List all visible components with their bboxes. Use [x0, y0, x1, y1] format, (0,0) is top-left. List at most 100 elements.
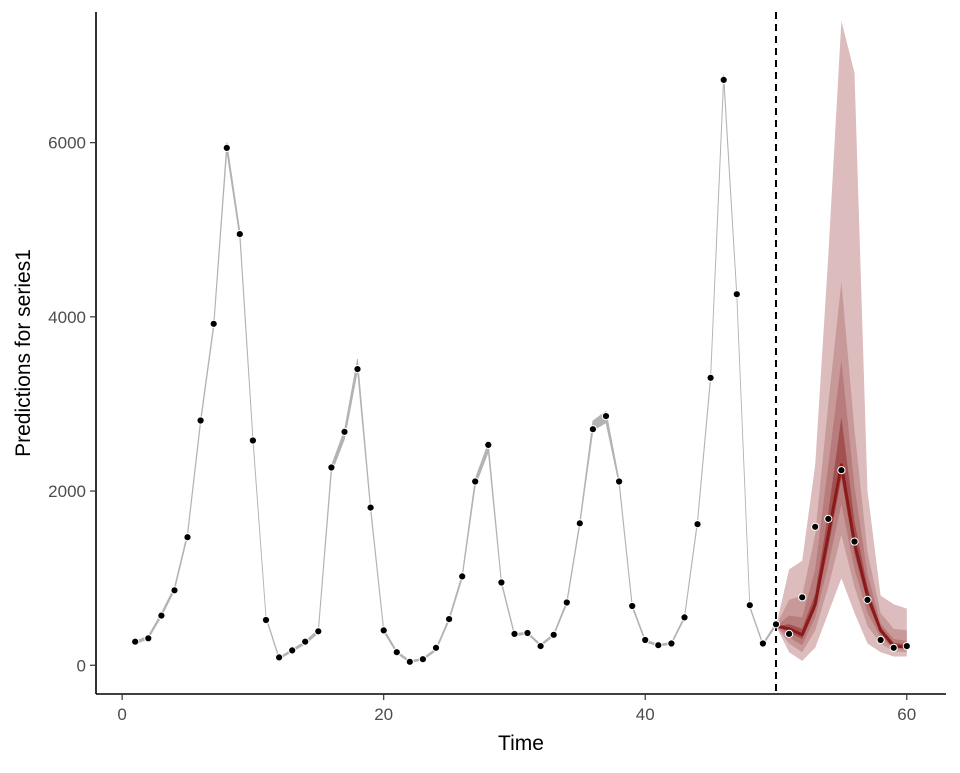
y-axis-title: Predictions for series1: [12, 249, 35, 457]
observed-point: [392, 648, 401, 657]
fitted-segment: [317, 465, 332, 634]
observed-point: [445, 615, 454, 624]
x-tick-label: 60: [897, 705, 916, 724]
observed-point: [131, 637, 140, 646]
observed-point: [484, 440, 493, 449]
observed-point: [693, 520, 702, 529]
fitted-segment: [200, 323, 215, 424]
fitted-segment: [566, 521, 581, 605]
observed-point: [458, 572, 467, 581]
x-tick-label: 20: [374, 705, 393, 724]
observed-point: [824, 514, 833, 524]
observed-point: [418, 655, 427, 664]
fitted-segment: [684, 519, 698, 619]
observed-point: [798, 593, 807, 602]
observed-point: [366, 503, 375, 512]
fitted-series: [134, 74, 777, 664]
fitted-segment: [226, 142, 241, 238]
fitted-segment: [213, 142, 228, 328]
y-axis-ticks: 0 2000 4000 6000: [48, 134, 96, 675]
observed-point: [628, 601, 637, 611]
observed-point: [876, 635, 885, 645]
observed-point: [288, 646, 297, 655]
observed-point: [601, 412, 611, 421]
observed-point: [353, 365, 362, 374]
observed-point: [863, 595, 872, 605]
fitted-segment: [461, 478, 476, 579]
observed-point: [340, 427, 349, 436]
x-axis-ticks: 0 20 40 60: [117, 694, 916, 724]
observed-point: [654, 641, 663, 650]
fitted-segment: [448, 574, 463, 621]
forecast-band-4: [776, 417, 907, 648]
x-tick-label: 40: [636, 705, 655, 724]
observed-point: [562, 598, 571, 607]
fitted-segment: [605, 411, 620, 485]
fitted-segment: [710, 74, 725, 380]
observed-point: [261, 615, 271, 625]
observed-point: [732, 290, 741, 299]
y-tick-label: 4000: [48, 308, 86, 327]
fitted-segment: [697, 375, 711, 524]
observed-point: [523, 628, 532, 638]
observed-point: [837, 466, 846, 475]
observed-point: [588, 425, 598, 434]
observed-point: [405, 657, 414, 666]
fitted-segment: [553, 600, 568, 637]
observed-point: [549, 630, 558, 639]
fitted-segment: [187, 419, 201, 537]
observed-point: [431, 643, 441, 652]
observed-point: [235, 230, 244, 239]
fitted-segment: [487, 443, 502, 584]
observed-point: [510, 629, 519, 639]
observed-point: [275, 653, 284, 662]
observed-point: [745, 601, 754, 610]
fitted-segment: [736, 293, 751, 608]
fitted-segment: [501, 581, 515, 636]
y-tick-label: 0: [77, 656, 86, 675]
observed-point: [771, 620, 781, 629]
fitted-segment: [370, 506, 385, 632]
x-tick-label: 0: [117, 705, 126, 724]
observed-point: [379, 626, 388, 635]
fitted-segment: [174, 532, 188, 591]
observed-point: [902, 642, 911, 651]
observed-point: [248, 436, 257, 445]
observed-point: [758, 639, 768, 648]
fitted-segment: [252, 437, 267, 619]
observed-point: [667, 639, 676, 648]
observed-point: [209, 319, 218, 328]
forecast-bands: [776, 20, 907, 661]
observed-point: [301, 637, 310, 646]
observed-point: [889, 643, 898, 652]
fitted-segment: [749, 605, 764, 646]
observed-point: [536, 642, 545, 651]
observed-point: [314, 627, 323, 636]
fitted-segment: [239, 230, 254, 441]
observed-point: [497, 578, 506, 587]
observed-point: [680, 613, 689, 622]
observed-point: [222, 143, 231, 152]
observed-point: [850, 537, 859, 546]
observed-point: [144, 634, 153, 643]
forecast-median-line: [775, 463, 907, 649]
fitted-segment: [357, 358, 371, 511]
observed-point: [706, 373, 715, 382]
fitted-segment: [723, 74, 738, 297]
observed-point: [196, 416, 205, 425]
observed-point: [471, 477, 480, 486]
observed-point: [157, 611, 166, 620]
observed-point: [170, 586, 179, 595]
observed-point: [183, 533, 192, 542]
fitted-segment: [618, 480, 633, 608]
observed-points: [131, 75, 911, 666]
y-tick-label: 2000: [48, 482, 86, 501]
observed-point: [575, 519, 584, 528]
observed-point: [615, 477, 624, 486]
observed-point: [327, 463, 336, 472]
observed-point: [719, 75, 728, 85]
observed-point: [641, 635, 650, 645]
observed-point: [785, 629, 794, 639]
